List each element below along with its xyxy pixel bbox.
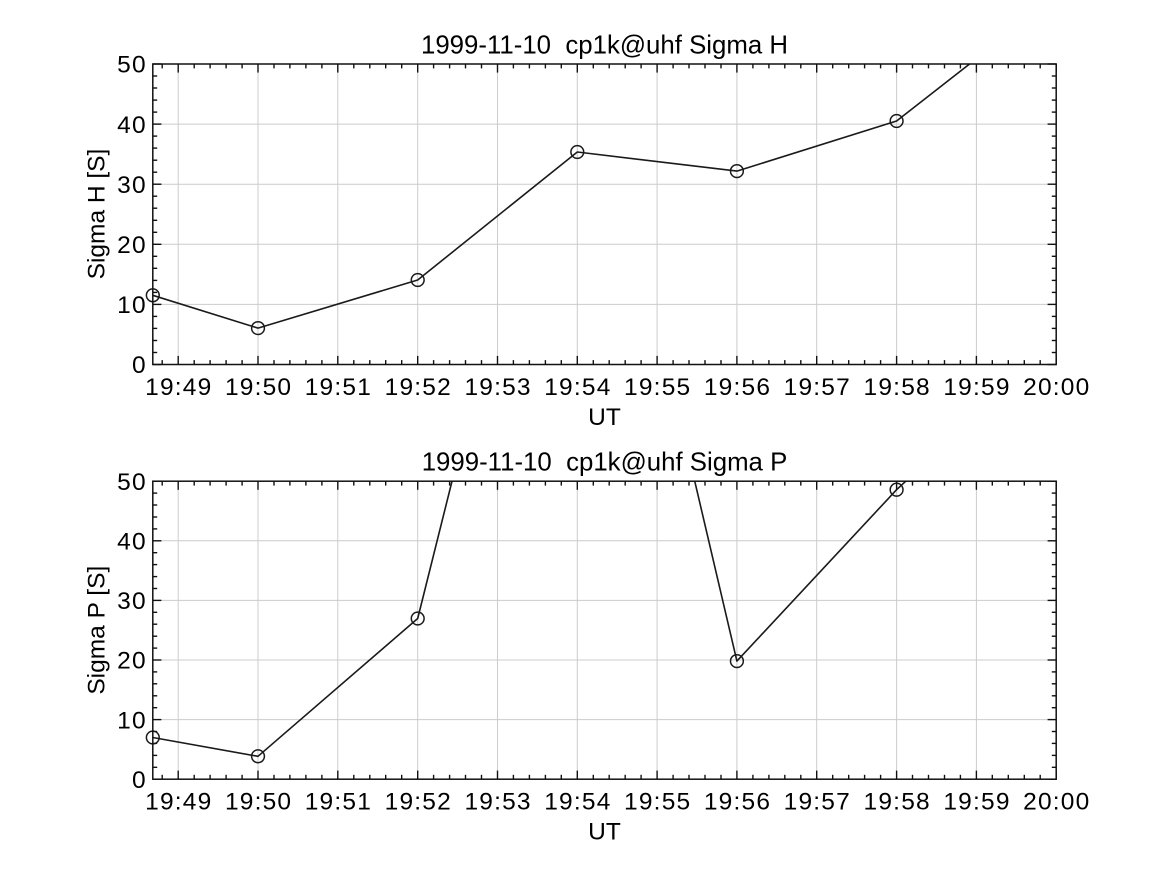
svg-text:Sigma H [S]: Sigma H [S] — [84, 149, 111, 280]
svg-text:1999-11-10 cp1k@uhf Sigma P: 1999-11-10 cp1k@uhf Sigma P — [422, 449, 788, 477]
svg-text:19:54: 19:54 — [544, 374, 611, 401]
svg-text:UT: UT — [588, 404, 621, 431]
svg-text:10: 10 — [117, 707, 147, 734]
svg-text:20: 20 — [117, 232, 147, 259]
svg-text:UT: UT — [588, 819, 621, 846]
svg-text:40: 40 — [117, 112, 147, 139]
svg-text:40: 40 — [117, 529, 147, 556]
svg-text:19:56: 19:56 — [704, 374, 771, 401]
svg-text:20:00: 20:00 — [1023, 374, 1090, 401]
svg-text:19:49: 19:49 — [145, 374, 212, 401]
svg-text:19:58: 19:58 — [864, 374, 931, 401]
svg-text:20: 20 — [117, 648, 147, 675]
svg-text:19:49: 19:49 — [145, 789, 212, 816]
svg-text:19:55: 19:55 — [624, 789, 691, 816]
svg-text:20:00: 20:00 — [1023, 789, 1090, 816]
svg-text:19:50: 19:50 — [225, 789, 292, 816]
svg-text:1999-11-10 cp1k@uhf Sigma H: 1999-11-10 cp1k@uhf Sigma H — [421, 31, 788, 59]
svg-text:10: 10 — [117, 292, 147, 319]
svg-text:0: 0 — [132, 767, 147, 794]
svg-text:50: 50 — [117, 52, 147, 79]
svg-text:19:52: 19:52 — [385, 374, 452, 401]
svg-text:19:50: 19:50 — [225, 374, 292, 401]
svg-text:19:51: 19:51 — [305, 374, 372, 401]
svg-text:19:58: 19:58 — [864, 789, 931, 816]
svg-text:30: 30 — [117, 588, 147, 615]
svg-text:19:55: 19:55 — [624, 374, 691, 401]
svg-text:30: 30 — [117, 172, 147, 199]
svg-text:0: 0 — [132, 352, 147, 379]
svg-text:19:53: 19:53 — [464, 374, 531, 401]
svg-text:19:53: 19:53 — [464, 789, 531, 816]
svg-text:50: 50 — [117, 469, 147, 496]
svg-text:19:59: 19:59 — [943, 374, 1010, 401]
svg-text:19:51: 19:51 — [305, 789, 372, 816]
svg-text:19:54: 19:54 — [544, 789, 611, 816]
svg-text:19:52: 19:52 — [385, 789, 452, 816]
svg-text:19:59: 19:59 — [943, 789, 1010, 816]
svg-text:Sigma P [S]: Sigma P [S] — [84, 566, 111, 695]
svg-text:19:56: 19:56 — [704, 789, 771, 816]
svg-text:19:57: 19:57 — [784, 789, 851, 816]
svg-text:19:57: 19:57 — [784, 374, 851, 401]
